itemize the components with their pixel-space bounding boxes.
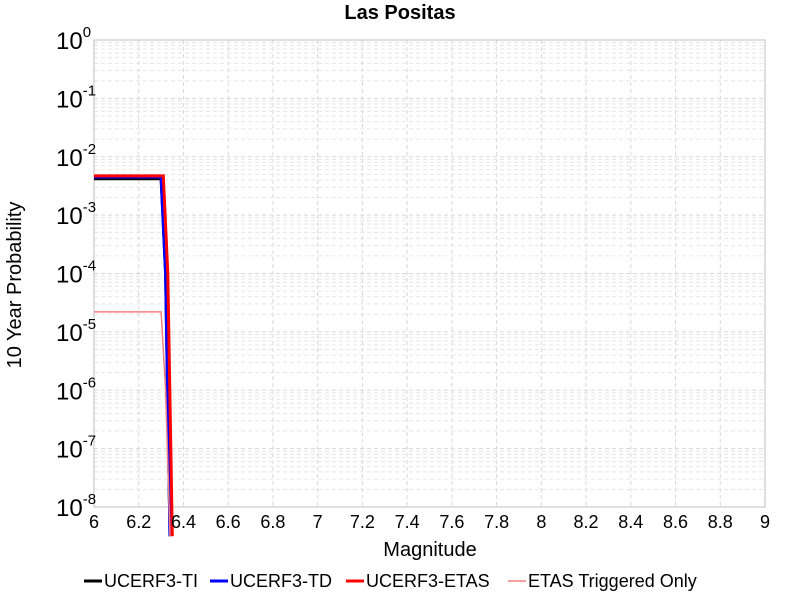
series-line-ucerf3-etas — [94, 174, 174, 537]
y-tick-label: 10-4 — [56, 258, 96, 289]
x-tick-label: 8 — [536, 512, 546, 532]
x-axis-label: Magnitude — [383, 539, 476, 561]
y-tick-label: 10-5 — [56, 316, 96, 347]
legend: UCERF3-TI UCERF3-TD UCERF3-ETAS ETAS Trigge… — [84, 571, 697, 591]
x-tick-label: 8.2 — [574, 512, 599, 532]
x-tick-label: 7.6 — [439, 512, 464, 532]
y-tick-label: 10-2 — [56, 141, 96, 172]
y-axis-label: 10 Year Probability — [4, 202, 26, 369]
y-tick-label: 10-8 — [56, 491, 96, 522]
legend-label: UCERF3-TD — [230, 571, 332, 591]
grid — [93, 40, 766, 508]
y-tick-label: 100 — [56, 24, 91, 55]
x-tick-label: 7 — [313, 512, 323, 532]
x-tick-label: 6.6 — [216, 512, 241, 532]
x-tick-label: 7.8 — [484, 512, 509, 532]
y-tick-labels: 100 10-1 10-2 10-3 10-4 10-5 10-6 10-7 10-8 — [56, 24, 96, 522]
x-tick-label: 9 — [760, 512, 770, 532]
y-tick-label: 10-3 — [56, 199, 96, 230]
x-tick-labels: 6 6.2 6.4 6.6 6.8 7 7.2 7.4 7.6 7.8 8 8.2 8.4 8.6 8.8 9 — [89, 512, 770, 532]
y-tick-label: 10-7 — [56, 433, 96, 464]
x-tick-label: 6 — [89, 512, 99, 532]
chart-title: Las Positas — [344, 2, 455, 24]
y-tick-label: 10-6 — [56, 374, 96, 405]
x-tick-label: 6.8 — [260, 512, 285, 532]
series-line-etas-triggered-only — [94, 311, 171, 537]
x-tick-label: 7.4 — [395, 512, 420, 532]
x-tick-label: 8.6 — [663, 512, 688, 532]
x-tick-label: 8.4 — [618, 512, 643, 532]
series-line-ucerf3-td — [94, 175, 172, 537]
x-tick-label: 6.2 — [126, 512, 151, 532]
x-tick-label: 6.4 — [171, 512, 196, 532]
legend-label: UCERF3-TI — [104, 571, 198, 591]
series-layer — [94, 174, 174, 537]
plot-area — [93, 39, 766, 508]
legend-label: UCERF3-ETAS — [366, 571, 490, 591]
y-tick-label: 10-1 — [56, 82, 96, 113]
x-tick-label: 8.8 — [708, 512, 733, 532]
x-tick-label: 7.2 — [350, 512, 375, 532]
legend-label: ETAS Triggered Only — [528, 571, 697, 591]
